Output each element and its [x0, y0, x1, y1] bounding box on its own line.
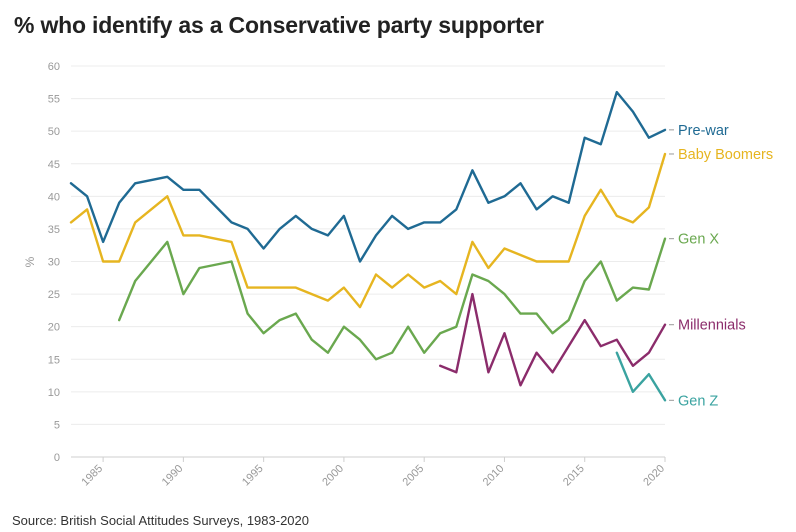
- y-tick-label: 40: [48, 191, 60, 203]
- y-tick-label: 15: [48, 354, 60, 366]
- y-tick-label: 30: [48, 257, 60, 269]
- y-tick-label: 55: [48, 94, 60, 106]
- y-tick-label: 0: [54, 452, 60, 464]
- x-tick-label: 2020: [641, 463, 667, 489]
- y-axis-label: %: [23, 256, 37, 267]
- y-tick-label: 5: [54, 419, 60, 431]
- x-tick-label: 2005: [401, 463, 427, 489]
- series-line-millennials: [439, 292, 667, 387]
- source-note: Source: British Social Attitudes Surveys…: [12, 513, 309, 528]
- y-tick-label: 10: [48, 387, 60, 399]
- y-tick-label: 50: [48, 126, 60, 138]
- series-label-millennials: Millennials: [678, 318, 746, 334]
- y-tick-label: 35: [48, 224, 60, 236]
- y-axis: 0 5 10 15 20 25 30 35 40 45 50 55 60: [48, 61, 60, 464]
- series-line-gen-x: [118, 237, 667, 361]
- grid-lines: [71, 65, 665, 458]
- y-tick-label: 20: [48, 322, 60, 334]
- chart-title: % who identify as a Conservative party s…: [14, 12, 544, 38]
- y-tick-label: 60: [48, 61, 60, 73]
- series-label-gen-x: Gen X: [678, 232, 719, 248]
- series-line-pre-war: [69, 90, 667, 263]
- x-axis: 1985 1990 1995 2000 2005 2010 2015 2020: [79, 457, 667, 488]
- series-label-pre-war: Pre-war: [678, 123, 729, 139]
- x-tick-label: 1985: [79, 463, 105, 489]
- series-line-baby-boomers: [69, 152, 667, 309]
- x-tick-label: 2000: [320, 463, 346, 489]
- series-label-baby-boomers: Baby Boomers: [678, 147, 773, 163]
- series-label-gen-z: Gen Z: [678, 393, 718, 409]
- series-labels: Pre-war Baby Boomers Gen X Millennials Gen Z: [669, 123, 773, 409]
- series-line-gen-z: [615, 351, 667, 402]
- y-tick-label: 25: [48, 289, 60, 301]
- x-tick-label: 2010: [481, 463, 507, 489]
- x-tick-label: 1990: [160, 463, 186, 489]
- x-tick-label: 2015: [561, 463, 587, 489]
- y-tick-label: 45: [48, 159, 60, 171]
- series-lines: [69, 90, 667, 402]
- x-tick-label: 1995: [240, 463, 266, 489]
